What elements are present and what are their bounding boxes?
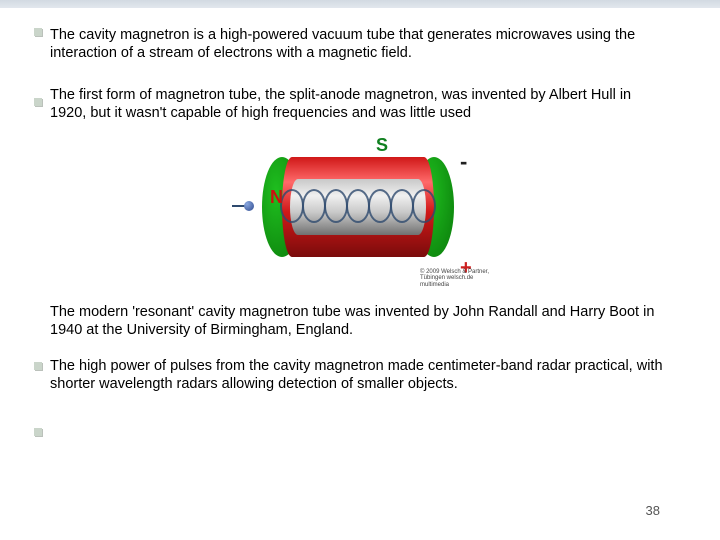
label-south: S	[376, 135, 388, 156]
magnetron-diagram: N S + - © 2009 Welsch & Partner, Tübinge…	[220, 129, 500, 289]
paragraph-intro: The cavity magnetron is a high-powered v…	[50, 26, 670, 62]
electron-coil	[390, 189, 414, 223]
bullet-marker	[34, 428, 42, 436]
electron-coil	[412, 189, 436, 223]
bullet-marker	[34, 98, 42, 106]
electron-coil	[280, 189, 304, 223]
header-accent	[0, 0, 720, 8]
electron-coil	[368, 189, 392, 223]
electron-coil	[324, 189, 348, 223]
paragraph-modern: The modern 'resonant' cavity magnetron t…	[50, 303, 670, 339]
diagram-container: N S + - © 2009 Welsch & Partner, Tübinge…	[50, 129, 670, 289]
paragraph-radar: The high power of pulses from the cavity…	[50, 357, 670, 393]
electron-coil	[346, 189, 370, 223]
label-north: N	[270, 187, 283, 208]
electron	[244, 201, 254, 211]
electron-coil	[302, 189, 326, 223]
page-number: 38	[646, 503, 660, 518]
slide: The cavity magnetron is a high-powered v…	[0, 0, 720, 540]
bullet-marker	[34, 362, 42, 370]
bullet-marker	[34, 28, 42, 36]
diagram-copyright: © 2009 Welsch & Partner, Tübingen welsch…	[420, 269, 500, 289]
paragraph-history: The first form of magnetron tube, the sp…	[50, 86, 670, 122]
label-minus: -	[460, 149, 467, 175]
